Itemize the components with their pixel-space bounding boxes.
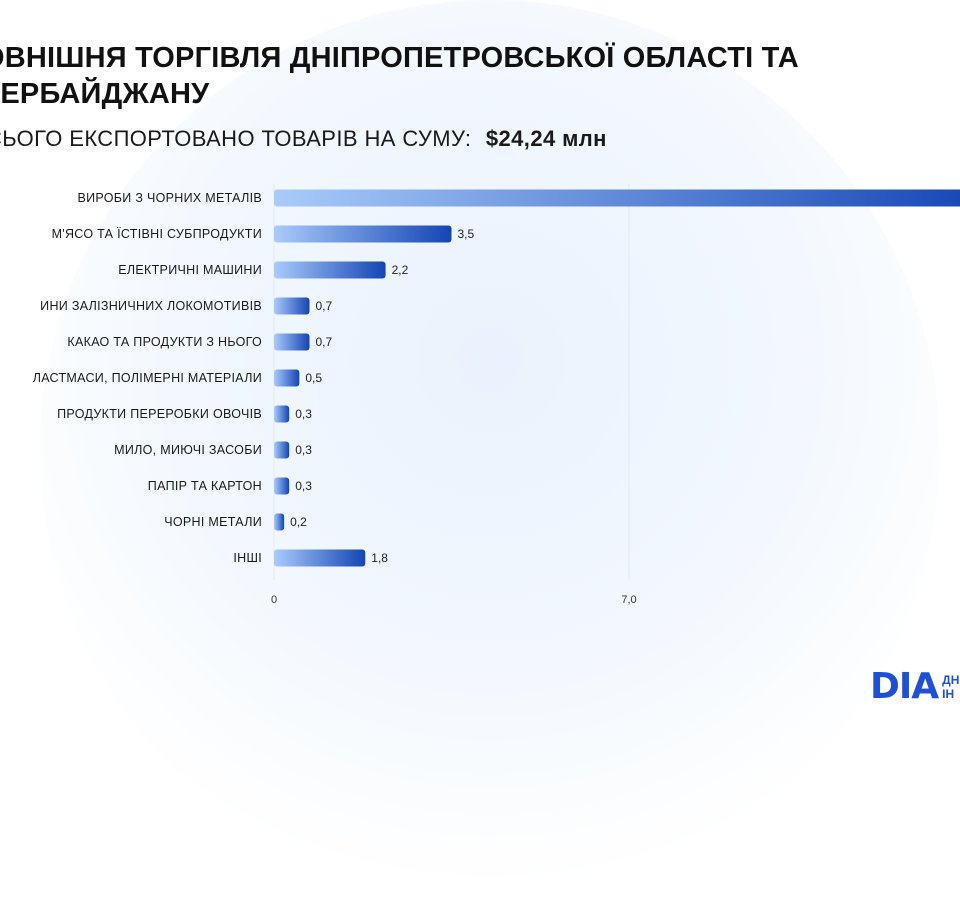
value-label: 0,5: [305, 371, 322, 385]
export-bar-chart: 0 7,0 ВИРОБИ З ЧОРНИХ МЕТАЛІВ М'ЯСО ТА ЇСТІ…: [33, 184, 960, 606]
bar: [274, 513, 285, 531]
category-label: ЛАСТМАСИ, ПОЛІМЕРНІ МАТЕРІАЛИ: [33, 371, 262, 385]
category-label: МИЛО, МИЮЧІ ЗАСОБИ: [114, 443, 262, 457]
category-label: ПАПІР ТА КАРТОН: [148, 479, 262, 493]
value-label: 0,2: [290, 515, 307, 529]
value-label: 3,5: [458, 227, 475, 241]
bar: [274, 369, 300, 387]
value-label: 1,8: [371, 551, 388, 565]
grid-lines: [273, 184, 630, 580]
value-label: 0,3: [295, 443, 312, 457]
bar: [274, 549, 366, 567]
dia-logo: DIA ДН ІН: [870, 668, 959, 706]
category-label: ПРОДУКТИ ПЕРЕРОБКИ ОВОЧІВ: [57, 407, 262, 421]
x-tick-label: 7,0: [621, 594, 636, 606]
bar: [274, 261, 386, 279]
category-label: ЧОРНІ МЕТАЛИ: [164, 515, 262, 529]
logo-mark: DIA: [870, 666, 939, 707]
logo-subtext: ДН ІН: [942, 673, 959, 701]
value-label: 0,3: [295, 479, 312, 493]
category-label: ЕЛЕКТРИЧНІ МАШИНИ: [118, 263, 262, 277]
bar: [274, 333, 310, 351]
bar: [274, 297, 310, 315]
value-label: 0,7: [316, 335, 333, 349]
bar: [274, 441, 290, 459]
export-summary: СЬОГО ЕКСПОРТОВАНО ТОВАРІВ НА СУМУ: $24,…: [0, 126, 607, 152]
logo-subtext-line1: ДН: [942, 673, 960, 687]
category-label: М'ЯСО ТА ЇСТІВНІ СУБПРОДУКТИ: [52, 227, 262, 241]
export-summary-value: $24,24 млн: [485, 126, 607, 151]
bar: [274, 405, 290, 423]
category-label: ВИРОБИ З ЧОРНИХ МЕТАЛІВ: [78, 191, 263, 205]
logo-subtext-line2: ІН: [942, 687, 955, 701]
page-title: ОВНІШНЯ ТОРГІВЛЯ ДНІПРОПЕТРОВСЬКОЇ ОБЛАС…: [0, 42, 799, 110]
bar: [274, 189, 960, 207]
value-label: 2,2: [392, 263, 409, 277]
category-label: КАКАО ТА ПРОДУКТИ З НЬОГО: [67, 335, 262, 349]
bar: [274, 477, 290, 495]
bar: [274, 225, 452, 243]
category-label: ІНШІ: [233, 551, 262, 565]
bars: [274, 189, 960, 567]
x-tick-label: 0: [271, 594, 277, 606]
labels: 0 7,0 ВИРОБИ З ЧОРНИХ МЕТАЛІВ М'ЯСО ТА ЇСТІ…: [33, 191, 637, 606]
export-summary-label: СЬОГО ЕКСПОРТОВАНО ТОВАРІВ НА СУМУ:: [0, 126, 472, 151]
value-label: 0,7: [316, 299, 333, 313]
value-label: 0,3: [295, 407, 312, 421]
category-label: ИНИ ЗАЛІЗНИЧНИХ ЛОКОМОТИВІВ: [40, 299, 262, 313]
